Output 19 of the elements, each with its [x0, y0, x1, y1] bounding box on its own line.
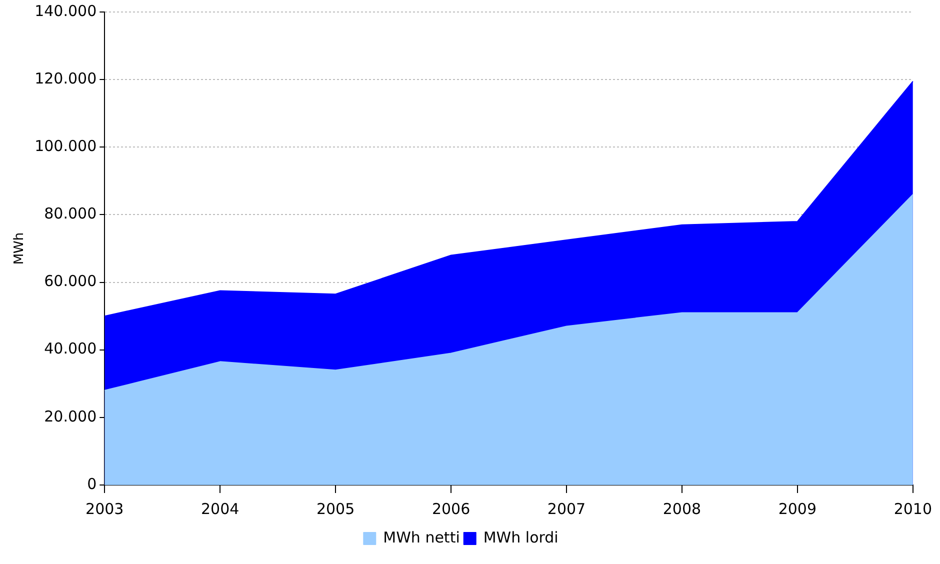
legend-label: MWh lordi: [483, 528, 558, 546]
x-tick-label: 2004: [201, 500, 240, 518]
x-tick-label: 2003: [86, 500, 124, 518]
y-axis-title: MWh: [12, 232, 28, 265]
x-tick-label: 2005: [316, 500, 355, 518]
y-tick-label: 40.000: [44, 340, 97, 358]
x-tick-label: 2009: [778, 500, 817, 518]
x-tick-label: 2006: [432, 500, 470, 518]
y-tick-label: 100.000: [34, 137, 97, 156]
legend-label: MWh netti: [383, 528, 460, 546]
x-tick-label: 2007: [547, 500, 586, 518]
y-tick-label: 140.000: [34, 2, 97, 20]
x-tick-label: 2010: [894, 500, 932, 518]
y-tick-label: 0: [87, 474, 97, 493]
y-tick-label: 120.000: [34, 69, 97, 88]
y-tick-label: 20.000: [44, 407, 97, 426]
x-tick-label: 2008: [662, 500, 702, 518]
y-tick-label: 60.000: [44, 272, 97, 290]
y-tick-label: 80.000: [44, 204, 97, 223]
